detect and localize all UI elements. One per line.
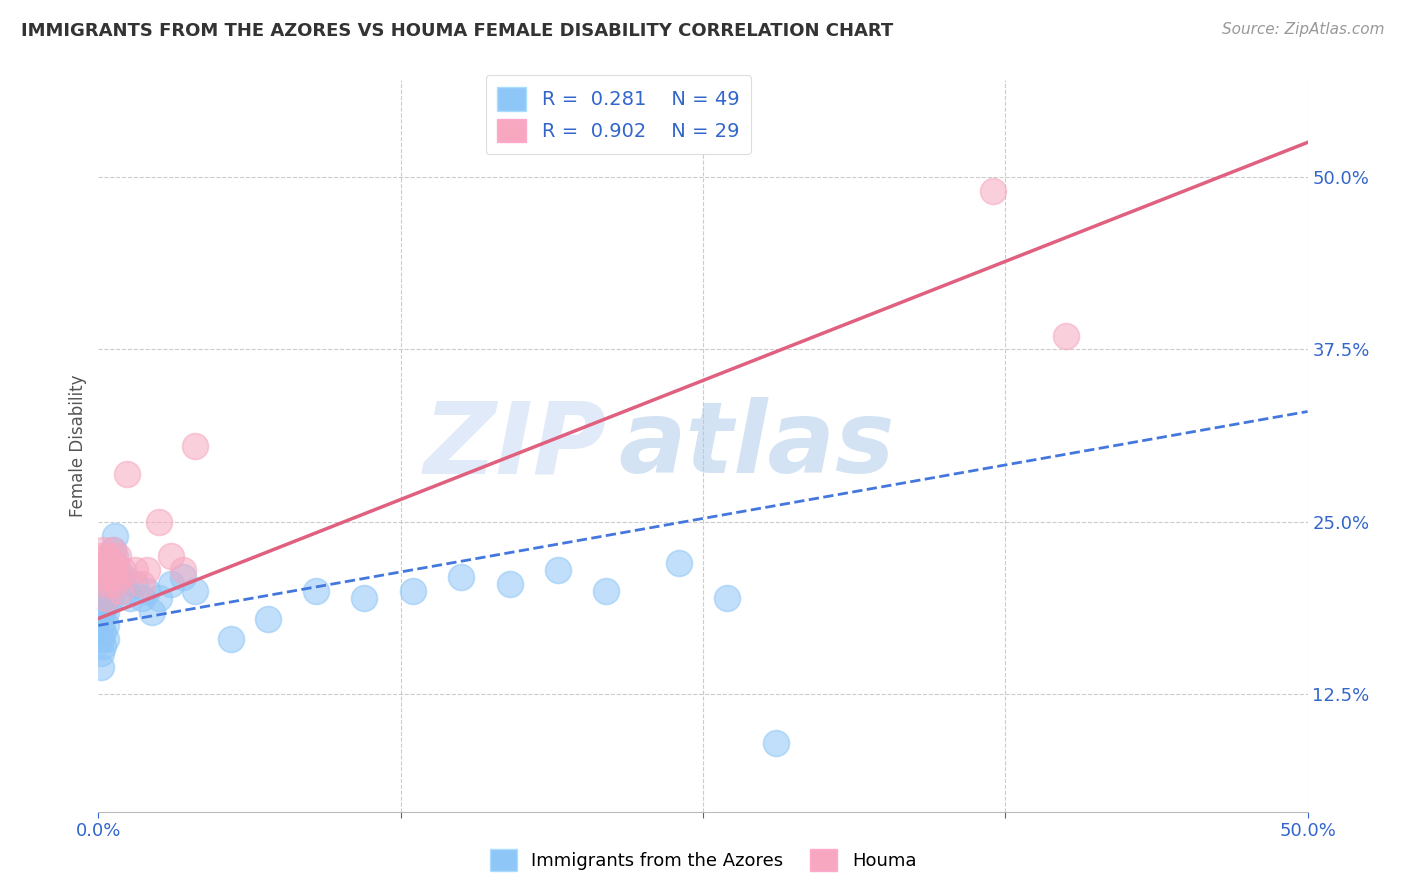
Point	[1054, 328, 1077, 343]
Point	[107, 570, 129, 584]
Point	[94, 618, 117, 632]
Point	[104, 577, 127, 591]
Point	[90, 618, 112, 632]
Point	[765, 736, 787, 750]
Point	[148, 591, 170, 605]
Point	[97, 591, 120, 605]
Point	[97, 563, 120, 577]
Point	[100, 570, 122, 584]
Point	[100, 591, 122, 605]
Point	[90, 632, 112, 647]
Point	[90, 549, 112, 564]
Text: IMMIGRANTS FROM THE AZORES VS HOUMA FEMALE DISABILITY CORRELATION CHART: IMMIGRANTS FROM THE AZORES VS HOUMA FEMA…	[21, 22, 893, 40]
Point	[91, 570, 114, 584]
Point	[97, 563, 120, 577]
Point	[90, 646, 112, 660]
Point	[131, 577, 153, 591]
Point	[104, 557, 127, 571]
Point	[131, 591, 153, 605]
Point	[94, 591, 117, 605]
Point	[160, 549, 183, 564]
Point	[111, 563, 134, 577]
Text: ZIP: ZIP	[423, 398, 606, 494]
Point	[716, 591, 738, 605]
Text: atlas: atlas	[619, 398, 894, 494]
Point	[94, 577, 117, 591]
Point	[124, 563, 146, 577]
Point	[305, 583, 328, 598]
Point	[91, 542, 114, 557]
Point	[91, 591, 114, 605]
Point	[111, 570, 134, 584]
Point	[107, 563, 129, 577]
Point	[104, 529, 127, 543]
Point	[118, 591, 141, 605]
Point	[91, 605, 114, 619]
Point	[184, 439, 207, 453]
Point	[668, 557, 690, 571]
Point	[402, 583, 425, 598]
Point	[148, 515, 170, 529]
Text: Source: ZipAtlas.com: Source: ZipAtlas.com	[1222, 22, 1385, 37]
Point	[135, 563, 157, 577]
Point	[100, 557, 122, 571]
Point	[498, 577, 520, 591]
Point	[91, 625, 114, 640]
Point	[172, 570, 194, 584]
Point	[160, 577, 183, 591]
Point	[108, 583, 131, 598]
Y-axis label: Female Disability: Female Disability	[69, 375, 87, 517]
Point	[100, 557, 122, 571]
Point	[94, 557, 117, 571]
Point	[94, 632, 117, 647]
Point	[101, 557, 124, 571]
Point	[108, 577, 131, 591]
Point	[104, 549, 127, 564]
Point	[94, 583, 117, 598]
Point	[94, 591, 117, 605]
Point	[101, 542, 124, 557]
Point	[94, 605, 117, 619]
Legend: R =  0.281    N = 49, R =  0.902    N = 29: R = 0.281 N = 49, R = 0.902 N = 29	[485, 75, 751, 154]
Legend: Immigrants from the Azores, Houma: Immigrants from the Azores, Houma	[482, 842, 924, 879]
Point	[97, 577, 120, 591]
Point	[981, 184, 1004, 198]
Point	[117, 467, 139, 481]
Point	[221, 632, 243, 647]
Point	[172, 563, 194, 577]
Point	[97, 549, 120, 564]
Point	[547, 563, 569, 577]
Point	[124, 577, 146, 591]
Point	[353, 591, 375, 605]
Point	[135, 583, 157, 598]
Point	[90, 563, 112, 577]
Point	[184, 583, 207, 598]
Point	[101, 563, 124, 577]
Point	[256, 611, 278, 625]
Point	[141, 605, 163, 619]
Point	[90, 605, 112, 619]
Point	[450, 570, 472, 584]
Point	[91, 639, 114, 653]
Point	[90, 660, 112, 674]
Point	[107, 549, 129, 564]
Point	[101, 542, 124, 557]
Point	[114, 583, 136, 598]
Point	[100, 570, 122, 584]
Point	[595, 583, 617, 598]
